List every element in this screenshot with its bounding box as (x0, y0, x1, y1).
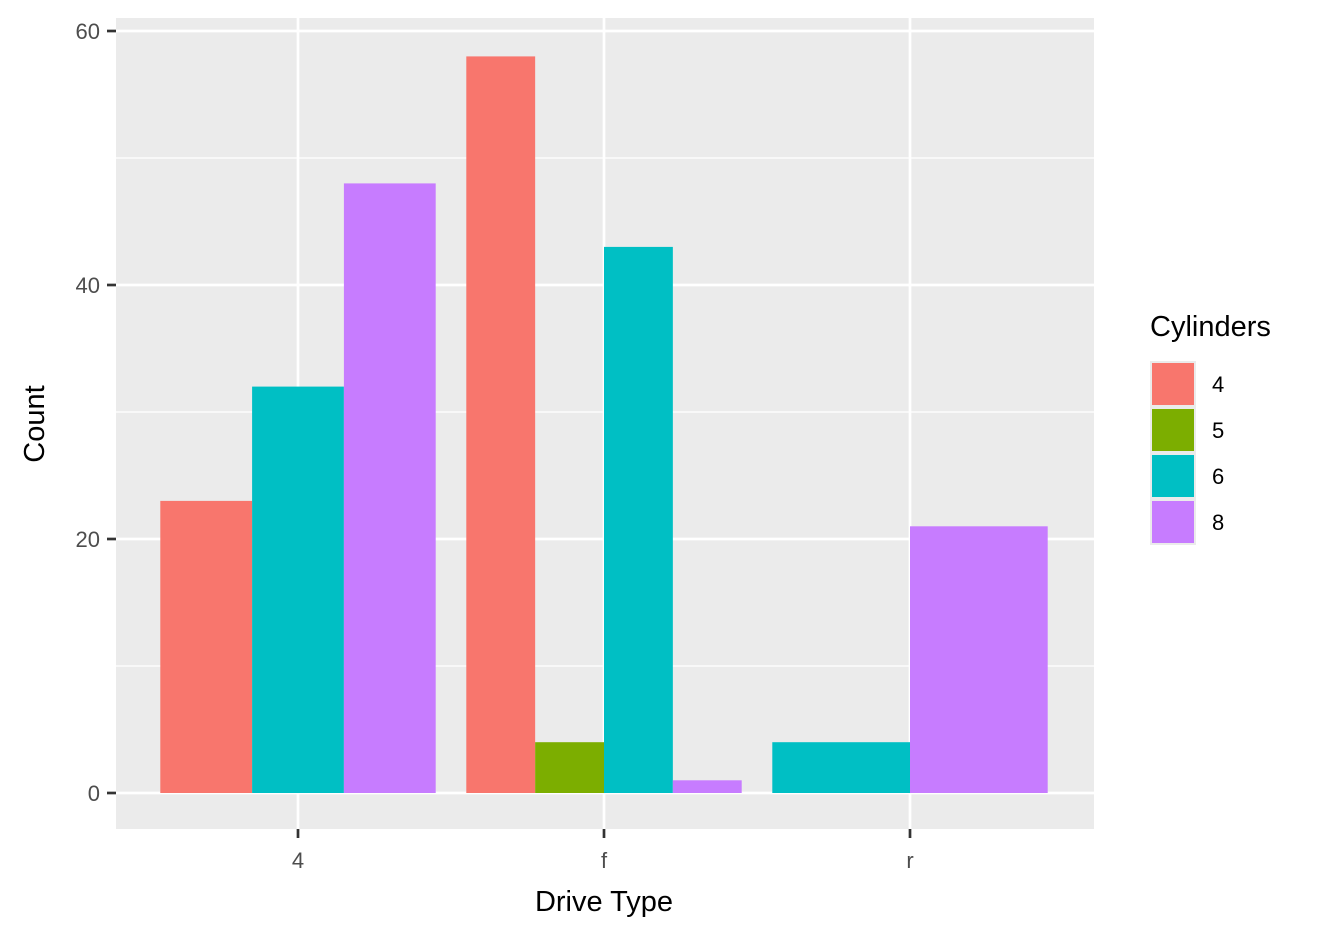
y-tick-label: 0 (88, 781, 100, 806)
y-tick-label: 20 (76, 527, 100, 552)
bar-4-cyl4 (160, 500, 253, 793)
legend-label: 8 (1212, 510, 1224, 535)
bar-f-cyl5 (535, 742, 604, 793)
legend-title: Cylinders (1150, 311, 1271, 343)
bar-f-cyl6 (604, 246, 673, 793)
y-tick-label: 60 (76, 19, 100, 44)
legend-label: 5 (1212, 418, 1224, 443)
legend-swatch-6 (1152, 455, 1194, 497)
legend-swatch-4 (1152, 363, 1194, 405)
legend: Cylinders 4 5 6 8 (1150, 311, 1271, 545)
bars (160, 56, 1048, 793)
y-axis-title: Count (19, 385, 51, 462)
legend-swatch-8 (1152, 501, 1194, 543)
bar-r-cyl8 (910, 526, 1048, 793)
legend-label: 4 (1212, 372, 1224, 397)
bar-f-cyl4 (466, 56, 536, 793)
bar-4-cyl8 (343, 183, 436, 793)
x-tick-label: r (906, 848, 913, 873)
bar-4-cyl6 (252, 386, 344, 793)
legend-label: 6 (1212, 464, 1224, 489)
legend-swatch-5 (1152, 409, 1194, 451)
x-tick-label: f (601, 848, 608, 873)
y-axis: 0 20 40 60 (76, 19, 116, 806)
x-tick-label: 4 (292, 848, 304, 873)
bar-r-cyl6 (772, 742, 910, 793)
bar-f-cyl8 (672, 780, 742, 793)
x-axis-title: Drive Type (535, 886, 673, 918)
x-axis: 4 f r (292, 829, 914, 873)
y-tick-label: 40 (76, 273, 100, 298)
